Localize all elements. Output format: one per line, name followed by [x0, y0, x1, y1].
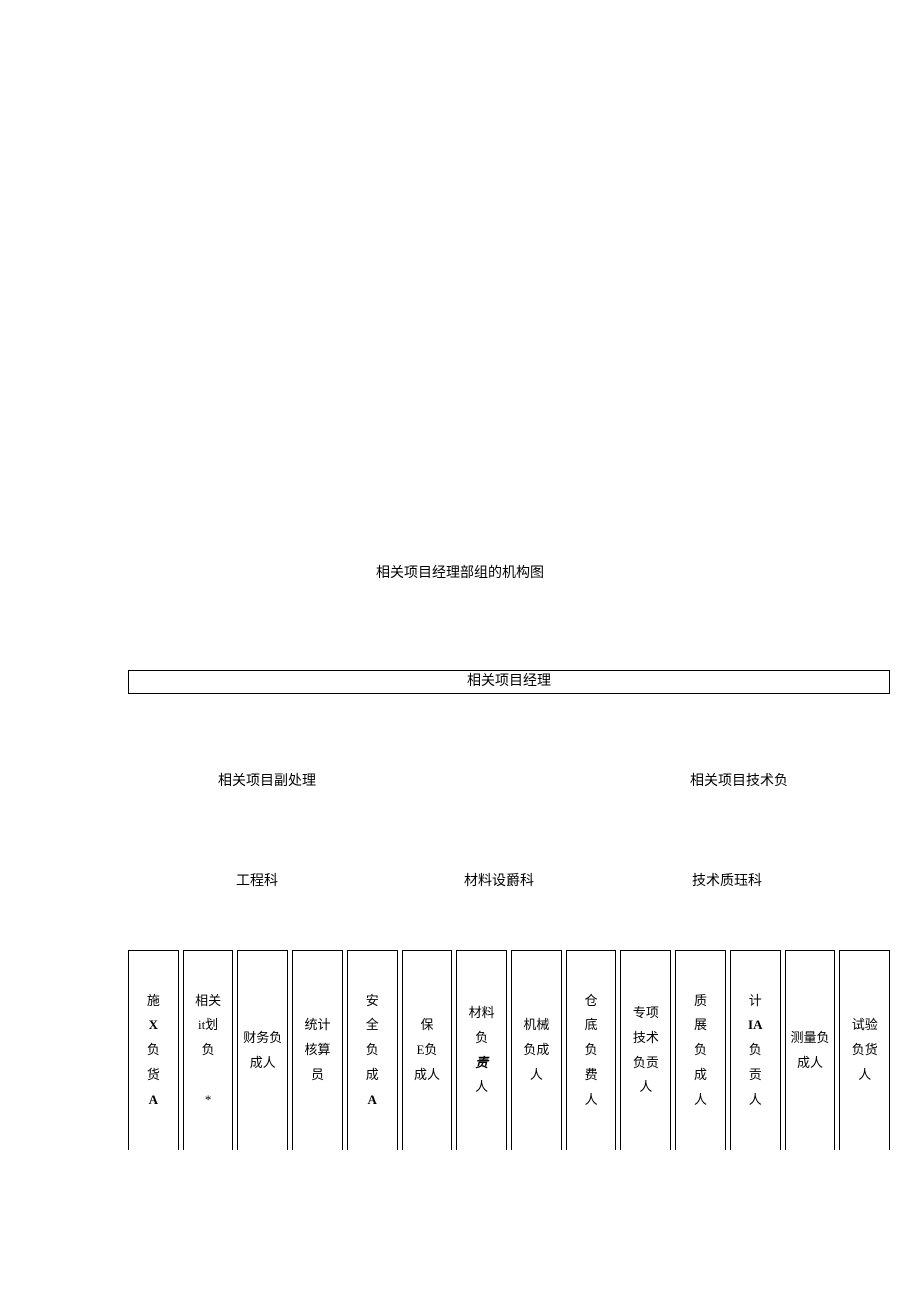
chart-title: 相关项目经理部组的机构图 — [0, 562, 920, 582]
role-box-5: 保E负成人 — [402, 950, 453, 1150]
role-box-line: A — [149, 1088, 158, 1113]
role-box-line: 负贡 — [633, 1051, 659, 1076]
role-box-9: 专项技术负贡人 — [620, 950, 671, 1150]
role-box-line: 计 — [749, 989, 762, 1014]
role-box-line: 相关 — [195, 989, 221, 1014]
role-box-line: 责 — [475, 1051, 488, 1076]
role-box-line: 人 — [749, 1088, 762, 1113]
tech-lead-label: 相关项目技术负 — [690, 770, 788, 790]
role-box-2: 财务负成人 — [237, 950, 288, 1150]
top-manager-box: 相关项目经理 — [128, 670, 890, 694]
role-box-line: 负 — [694, 1038, 707, 1063]
role-box-line: 核算 — [305, 1038, 331, 1063]
role-box-line: 成人 — [250, 1051, 276, 1076]
role-box-line: 安 — [366, 989, 379, 1014]
role-box-line: 负货 — [852, 1038, 878, 1063]
role-box-line: 展 — [694, 1013, 707, 1038]
role-boxes-row: 施X负货A相关it划负 *财务负成人统计核算员安全负成A保E负成人材料负责人机械… — [128, 950, 890, 1150]
role-box-line: 负 — [147, 1038, 160, 1063]
role-box-13: 试验负货人 — [839, 950, 890, 1150]
role-box-line — [206, 1063, 209, 1088]
role-box-8: 仓底负费人 — [566, 950, 617, 1150]
dept-materials: 材料设爵科 — [464, 870, 534, 890]
role-box-line: 负 — [749, 1038, 762, 1063]
role-box-line: X — [149, 1013, 158, 1038]
role-box-line: 统计 — [305, 1013, 331, 1038]
role-box-line: 人 — [530, 1063, 543, 1088]
role-box-line: 财务负 — [243, 1026, 282, 1051]
role-box-line: it划 — [198, 1013, 218, 1038]
role-box-line: 负 — [585, 1038, 598, 1063]
role-box-line: 负 — [366, 1038, 379, 1063]
role-box-line: 质 — [694, 989, 707, 1014]
role-box-line: 贡 — [749, 1063, 762, 1088]
role-box-10: 质展负成人 — [675, 950, 726, 1150]
role-box-4: 安全负成A — [347, 950, 398, 1150]
role-box-11: 计IA负贡人 — [730, 950, 781, 1150]
role-box-line: 材料 — [469, 1001, 495, 1026]
role-box-line: 人 — [585, 1088, 598, 1113]
role-box-line: 成人 — [414, 1063, 440, 1088]
role-box-line: 施 — [147, 989, 160, 1014]
role-box-1: 相关it划负 * — [183, 950, 234, 1150]
role-box-line: 负 — [202, 1038, 215, 1063]
role-box-6: 材料负责人 — [456, 950, 507, 1150]
role-box-line: * — [205, 1088, 212, 1113]
role-box-line: 人 — [694, 1088, 707, 1113]
role-box-line: 测量负 — [790, 1026, 829, 1051]
role-box-line: 负成 — [523, 1038, 549, 1063]
role-box-line: 技术 — [633, 1026, 659, 1051]
role-box-line: 员 — [311, 1063, 324, 1088]
role-box-12: 测量负成人 — [785, 950, 836, 1150]
role-box-line: 成 — [694, 1063, 707, 1088]
role-box-0: 施X负货A — [128, 950, 179, 1150]
role-box-line: 机械 — [523, 1013, 549, 1038]
role-box-line: 费 — [585, 1063, 598, 1088]
dept-engineering: 工程科 — [236, 870, 278, 890]
role-box-line: 成人 — [797, 1051, 823, 1076]
role-box-7: 机械负成人 — [511, 950, 562, 1150]
role-box-line: 人 — [475, 1075, 488, 1100]
role-box-line: 成 — [366, 1063, 379, 1088]
deputy-label: 相关项目副处理 — [218, 770, 316, 790]
role-box-line: 货 — [147, 1063, 160, 1088]
role-box-line: 仓 — [585, 989, 598, 1014]
role-box-line: 人 — [639, 1075, 652, 1100]
role-box-line: E负 — [416, 1038, 437, 1063]
role-box-3: 统计核算员 — [292, 950, 343, 1150]
role-box-line: 负 — [475, 1026, 488, 1051]
role-box-line: 试验 — [852, 1013, 878, 1038]
dept-quality: 技术质珏科 — [692, 870, 762, 890]
role-box-line: 专项 — [633, 1001, 659, 1026]
role-box-line: A — [368, 1088, 377, 1113]
role-box-line: 人 — [858, 1063, 871, 1088]
role-box-line: 全 — [366, 1013, 379, 1038]
role-box-line: 底 — [585, 1013, 598, 1038]
role-box-line: 保 — [420, 1013, 433, 1038]
role-box-line: IA — [748, 1013, 762, 1038]
